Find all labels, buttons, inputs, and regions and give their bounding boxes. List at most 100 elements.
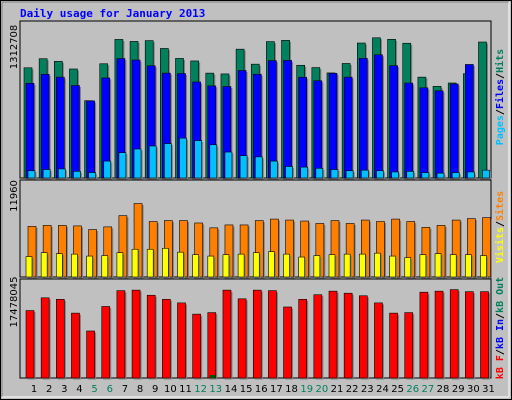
kbf-bar — [298, 299, 308, 379]
kbf-bar — [162, 299, 171, 379]
bars-layer — [23, 37, 492, 380]
kbf-bar — [222, 289, 232, 379]
legend-hits-part: Files — [494, 79, 506, 109]
visits-bar — [237, 253, 245, 278]
legend-visits: Visits/Sites — [494, 191, 506, 263]
x-tick-label: 23 — [361, 384, 374, 395]
visits-bar — [283, 253, 290, 278]
pages-bar — [482, 169, 490, 179]
visits-bar — [71, 253, 78, 278]
visits-bar — [419, 254, 427, 278]
files-bar — [268, 60, 277, 179]
pages-bar — [73, 171, 81, 179]
visits-bar — [40, 252, 48, 278]
pages-bar — [406, 171, 415, 179]
kbf-bar — [71, 312, 80, 379]
visits-bar — [146, 248, 154, 278]
x-tick-label: 4 — [76, 384, 82, 395]
kbf-bar — [192, 313, 201, 379]
files-bar — [25, 82, 35, 179]
legend-visits-part: Visits — [494, 227, 506, 263]
pages-bar — [57, 168, 66, 179]
legend-hits: Pages/Files/Hits — [494, 49, 506, 145]
pages-bar — [270, 160, 278, 179]
y-max-label-visits: 11960 — [9, 180, 20, 212]
files-bar — [389, 65, 398, 179]
visits-bar — [465, 254, 472, 278]
x-tick-label: 16 — [255, 384, 268, 395]
pages-bar — [27, 170, 36, 179]
kbf-bar — [374, 302, 383, 379]
kbf-bar — [343, 292, 353, 379]
files-bar — [404, 82, 414, 179]
pages-bar — [451, 172, 460, 179]
pages-bar — [345, 170, 354, 179]
kbf-bar — [268, 290, 277, 379]
kbf-bar — [207, 312, 217, 379]
visits-bar — [101, 255, 109, 278]
files-bar — [358, 58, 368, 179]
legend-kb-part: / — [495, 313, 506, 319]
kbf-bar — [86, 330, 95, 379]
kbf-bar — [25, 310, 35, 379]
kbf-bar — [101, 306, 111, 379]
hits-bar — [478, 41, 487, 179]
visits-bar — [480, 255, 487, 278]
kbf-bar — [252, 289, 262, 379]
pages-bar — [239, 155, 248, 179]
pages-bar — [360, 169, 369, 179]
pages-bar — [254, 156, 263, 179]
kbf-bar — [480, 291, 489, 379]
files-bar — [343, 76, 353, 179]
visits-bar — [192, 254, 199, 278]
pages-bar — [148, 145, 157, 179]
kbf-bar — [116, 290, 126, 379]
visits-bar — [358, 253, 366, 278]
x-tick-label: 20 — [315, 384, 328, 395]
visits-bar — [389, 255, 396, 278]
x-tick-label: 24 — [376, 384, 389, 395]
pages-bar — [133, 148, 142, 179]
chart-title: Daily usage for January 2013 — [20, 7, 205, 20]
labels-layer: 1 2 3 4 5 6 7 8 9 10 11 12 13 14 15 16 17 18 19 20 21 22 23 24 2… — [9, 25, 506, 395]
kbf-bar — [237, 298, 247, 379]
x-tick-label: 19 — [300, 384, 313, 395]
kbin-bar — [209, 375, 216, 378]
files-bar — [86, 100, 95, 179]
files-bar — [298, 76, 308, 179]
visits-bar — [252, 252, 260, 278]
pages-bar — [330, 169, 339, 179]
x-tick-label: 29 — [452, 384, 465, 395]
x-tick-label: 25 — [391, 384, 404, 395]
pages-bar — [209, 144, 218, 179]
visits-bar — [207, 255, 215, 278]
pages-bar — [88, 172, 96, 179]
x-tick-label: 13 — [209, 384, 222, 395]
files-bar — [71, 85, 80, 179]
pages-bar — [376, 170, 384, 179]
legend-hits-part: Pages — [495, 115, 506, 145]
pages-bar — [436, 172, 445, 179]
visits-bar — [449, 254, 457, 278]
visits-bar — [298, 256, 306, 278]
y-max-label-hits: 1312708 — [9, 25, 20, 70]
y-max-label-kb: 17478045 — [9, 277, 20, 328]
kbf-bar — [389, 312, 398, 379]
x-tick-label: 30 — [467, 384, 480, 395]
pages-bar — [421, 172, 430, 179]
kbf-bar — [146, 294, 156, 379]
visits-bar — [131, 248, 139, 278]
x-tick-label: 2 — [46, 384, 52, 395]
legend-visits-part: / — [495, 221, 506, 227]
x-tick-label: 21 — [331, 384, 344, 395]
kbf-bar — [449, 289, 459, 379]
pages-bar — [391, 171, 399, 179]
x-tick-label: 1 — [31, 384, 37, 395]
pages-bar — [285, 166, 293, 179]
pages-bar — [164, 143, 172, 179]
visits-bar — [343, 253, 351, 278]
pages-bar — [467, 171, 475, 179]
x-tick-label: 6 — [107, 384, 113, 395]
